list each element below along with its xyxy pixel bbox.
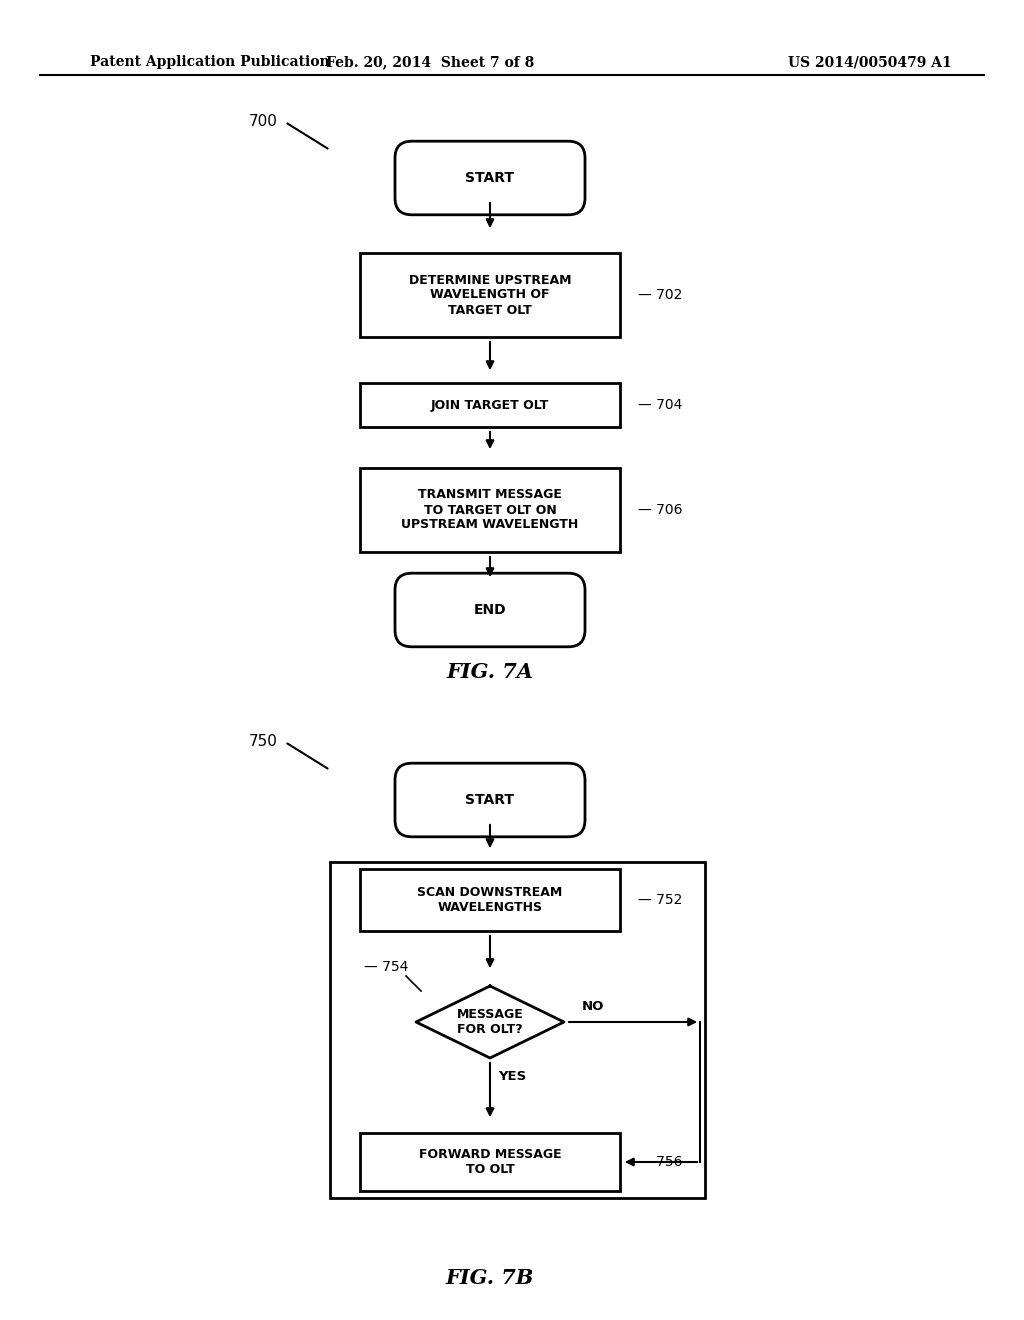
Text: JOIN TARGET OLT: JOIN TARGET OLT (431, 399, 549, 412)
Text: SCAN DOWNSTREAM
WAVELENGTHS: SCAN DOWNSTREAM WAVELENGTHS (418, 886, 562, 913)
Text: START: START (466, 793, 514, 807)
Bar (360, 469, 620, 552)
Text: FIG. 7A: FIG. 7A (446, 663, 534, 682)
Text: MESSAGE
FOR OLT?: MESSAGE FOR OLT? (457, 1008, 523, 1036)
Text: 700: 700 (249, 115, 278, 129)
Text: — 756: — 756 (638, 1155, 683, 1170)
Bar (360, 869, 620, 931)
Text: 750: 750 (249, 734, 278, 750)
Bar (330, 862, 705, 1199)
Polygon shape (416, 986, 564, 1059)
FancyBboxPatch shape (395, 763, 585, 837)
Text: Feb. 20, 2014  Sheet 7 of 8: Feb. 20, 2014 Sheet 7 of 8 (326, 55, 535, 69)
Text: TRANSMIT MESSAGE
TO TARGET OLT ON
UPSTREAM WAVELENGTH: TRANSMIT MESSAGE TO TARGET OLT ON UPSTRE… (401, 488, 579, 532)
Text: END: END (474, 603, 506, 616)
Bar (360, 1133, 620, 1191)
Bar (360, 253, 620, 337)
Text: FORWARD MESSAGE
TO OLT: FORWARD MESSAGE TO OLT (419, 1148, 561, 1176)
Text: — 752: — 752 (638, 894, 682, 907)
Text: — 704: — 704 (638, 399, 682, 412)
Text: START: START (466, 172, 514, 185)
FancyBboxPatch shape (395, 573, 585, 647)
Text: FIG. 7B: FIG. 7B (445, 1269, 535, 1288)
Text: YES: YES (498, 1069, 526, 1082)
Text: — 706: — 706 (638, 503, 683, 517)
Text: — 754: — 754 (364, 960, 408, 974)
Text: Patent Application Publication: Patent Application Publication (90, 55, 330, 69)
FancyBboxPatch shape (395, 141, 585, 215)
Text: — 702: — 702 (638, 288, 682, 302)
Text: NO: NO (582, 1001, 604, 1012)
Bar (360, 383, 620, 426)
Text: DETERMINE UPSTREAM
WAVELENGTH OF
TARGET OLT: DETERMINE UPSTREAM WAVELENGTH OF TARGET … (409, 273, 571, 317)
Text: US 2014/0050479 A1: US 2014/0050479 A1 (788, 55, 952, 69)
